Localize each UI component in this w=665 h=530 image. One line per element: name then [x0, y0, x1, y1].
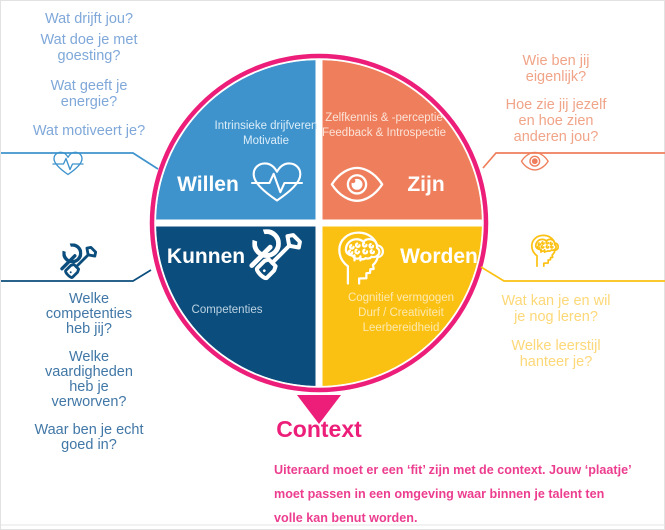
svg-text:Uiteraard moet er een ‘fit’ zi: Uiteraard moet er een ‘fit’ zijn met de …	[274, 463, 632, 477]
svg-text:heb je: heb je	[69, 379, 109, 395]
svg-text:en hoe zien: en hoe zien	[519, 113, 594, 129]
svg-text:volle kan benut worden.: volle kan benut worden.	[274, 511, 417, 525]
svg-text:hanteer je?: hanteer je?	[520, 354, 593, 370]
svg-text:Wat motiveert je?: Wat motiveert je?	[33, 123, 145, 139]
svg-text:goesting?: goesting?	[58, 48, 121, 64]
svg-text:Intrinsieke drijfveren: Intrinsieke drijfveren	[215, 120, 318, 132]
svg-text:Wat geeft je: Wat geeft je	[51, 78, 128, 94]
svg-text:heb jij?: heb jij?	[66, 321, 112, 337]
svg-text:anderen jou?: anderen jou?	[514, 129, 599, 145]
svg-text:Leerbereidheid: Leerbereidheid	[363, 322, 440, 334]
svg-text:Context: Context	[276, 416, 362, 442]
svg-text:Welke leerstijl: Welke leerstijl	[511, 338, 600, 354]
svg-text:Wat kan je en wil: Wat kan je en wil	[501, 293, 610, 309]
svg-text:Wat drijft jou?: Wat drijft jou?	[45, 11, 133, 27]
svg-text:energie?: energie?	[61, 94, 117, 110]
svg-text:Durf / Creativiteit: Durf / Creativiteit	[358, 307, 444, 319]
svg-text:Kunnen: Kunnen	[167, 245, 245, 268]
svg-text:Wat doe je met: Wat doe je met	[41, 32, 138, 48]
svg-text:competenties: competenties	[46, 306, 132, 322]
svg-text:Cognitief vermgogen: Cognitief vermgogen	[348, 292, 454, 304]
svg-text:Wie ben jij: Wie ben jij	[523, 53, 590, 69]
svg-text:verworven?: verworven?	[52, 394, 127, 410]
svg-text:eigenlijk?: eigenlijk?	[526, 69, 586, 85]
svg-text:Willen: Willen	[177, 173, 239, 196]
svg-text:Worden: Worden	[400, 245, 478, 268]
svg-text:Feedback & Introspectie: Feedback & Introspectie	[322, 127, 446, 139]
svg-text:Hoe zie jij jezelf: Hoe zie jij jezelf	[506, 97, 608, 113]
svg-text:vaardigheden: vaardigheden	[45, 364, 133, 380]
svg-text:Zijn: Zijn	[407, 173, 444, 196]
svg-text:moet passen in een omgeving wa: moet passen in een omgeving waar binnen …	[274, 487, 604, 501]
svg-text:Motivatie: Motivatie	[243, 135, 289, 147]
svg-text:Zelfkennis & -perceptie: Zelfkennis & -perceptie	[325, 112, 443, 124]
svg-text:Waar ben je echt: Waar ben je echt	[34, 422, 143, 438]
svg-text:je nog leren?: je nog leren?	[513, 309, 598, 325]
svg-text:Welke: Welke	[69, 291, 109, 307]
svg-text:Competenties: Competenties	[192, 304, 263, 316]
svg-text:goed in?: goed in?	[61, 437, 117, 453]
svg-text:Welke: Welke	[69, 349, 109, 365]
